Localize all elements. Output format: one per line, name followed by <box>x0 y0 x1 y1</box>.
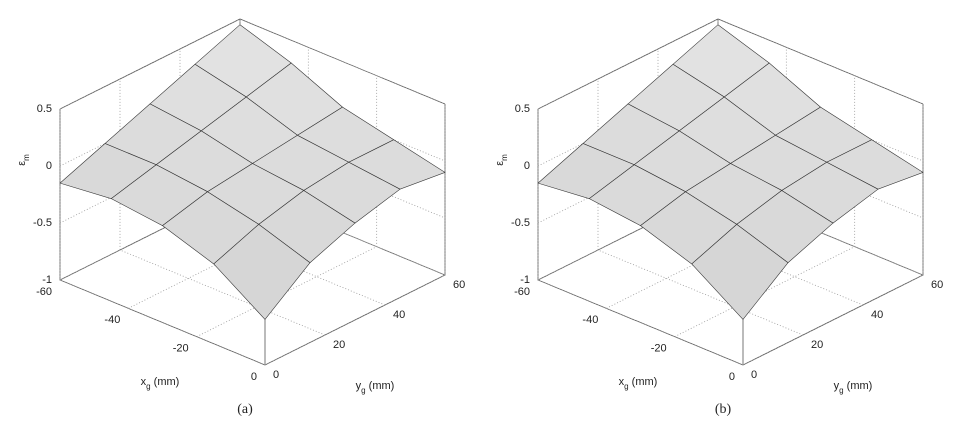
x-axis-label-base: x <box>619 376 625 388</box>
y-tick-label: 0 <box>751 369 757 381</box>
x-tick-label: 0 <box>729 371 735 383</box>
x-tick-label: -40 <box>104 314 120 326</box>
x-axis-label: xg (mm) <box>141 376 180 391</box>
z-axis-label: εm <box>16 154 31 166</box>
z-tick-label: -1 <box>42 274 52 286</box>
y-tick-label: 40 <box>871 309 883 321</box>
x-axis-label-sub: g <box>146 382 150 391</box>
y-axis-label-sub: g <box>839 386 843 395</box>
y-axis-label-base: y <box>356 380 362 392</box>
y-axis-label-base: y <box>834 380 840 392</box>
x-tick-label: -60 <box>514 286 530 298</box>
caption: (a) <box>237 402 253 417</box>
z-tick-label: -0.5 <box>511 217 530 229</box>
z-axis-label-sub: m <box>22 154 31 161</box>
y-tick-label: 20 <box>333 339 345 351</box>
y-axis-label-unit: (mm) <box>366 380 395 392</box>
z-axis-label-sub: m <box>500 154 509 161</box>
x-tick-label: -40 <box>582 314 598 326</box>
x-tick-label: -60 <box>36 286 52 298</box>
z-axis-label-base: ε <box>494 161 506 166</box>
surface-patch <box>691 223 789 320</box>
z-tick-label: -0.5 <box>33 217 52 229</box>
z-axis-label-base: ε <box>16 161 28 166</box>
x-tick-label: 0 <box>251 371 257 383</box>
z-tick-label: 0.5 <box>515 103 530 115</box>
y-axis-label: yg (mm) <box>356 380 395 395</box>
y-tick-label: 40 <box>393 309 405 321</box>
y-tick-label: 60 <box>931 279 943 291</box>
z-tick-label: 0 <box>524 160 530 172</box>
z-tick-label: -1 <box>520 274 530 286</box>
y-tick-label: 20 <box>811 339 823 351</box>
surface-patch <box>213 223 311 320</box>
x-axis-label: xg (mm) <box>619 376 658 391</box>
x-tick-label: -20 <box>173 343 189 355</box>
x-axis-label-unit: (mm) <box>629 376 658 388</box>
z-tick-label: 0.5 <box>37 103 52 115</box>
z-tick-label: 0 <box>46 160 52 172</box>
x-axis-label-sub: g <box>624 382 628 391</box>
z-axis-label: εm <box>494 154 509 166</box>
y-axis-label: yg (mm) <box>834 380 873 395</box>
caption: (b) <box>715 402 732 417</box>
y-tick-label: 60 <box>453 279 465 291</box>
x-axis-label-base: x <box>141 376 147 388</box>
y-tick-label: 0 <box>273 369 279 381</box>
y-axis-label-sub: g <box>361 386 365 395</box>
y-axis-label-unit: (mm) <box>844 380 873 392</box>
x-axis-label-unit: (mm) <box>151 376 180 388</box>
x-tick-label: -20 <box>651 343 667 355</box>
